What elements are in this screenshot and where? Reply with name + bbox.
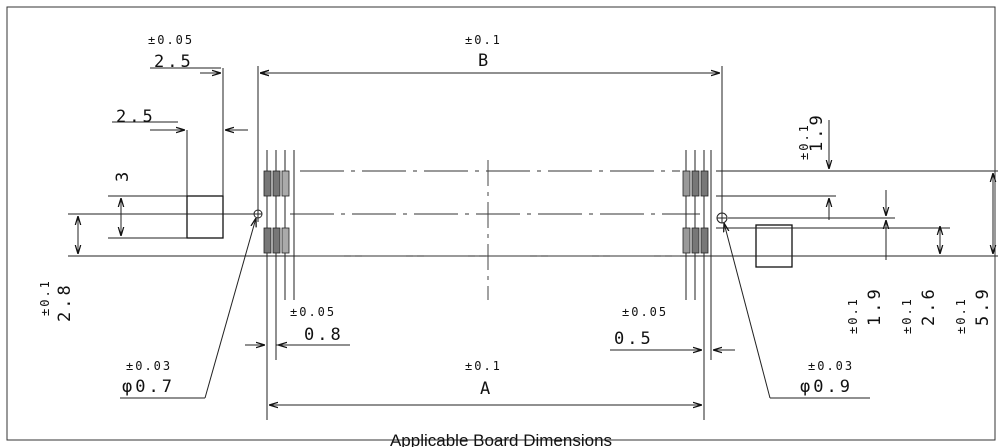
b-label: B (478, 51, 491, 71)
right-pad-group (682, 150, 712, 420)
second-left-value: 2.5 (116, 107, 156, 127)
left-vertical-tolerance: ±0.1 (38, 279, 52, 316)
left-vertical-value: 2.8 (55, 282, 75, 322)
b-tolerance: ±0.1 (465, 33, 502, 47)
hole-left-leader (204, 218, 256, 399)
right-v3-value: 5.9 (973, 286, 993, 326)
caption: Applicable Board Dimensions (390, 431, 612, 447)
right-v2-value: 2.6 (919, 286, 939, 326)
hole-right-value: φ0.9 (800, 377, 853, 397)
top-left-value: 2.5 (154, 52, 194, 72)
right-square-pad (755, 224, 793, 268)
frame-border (6, 6, 996, 441)
left-square-pad (186, 195, 224, 239)
right-top-tolerance: ±0.1 (797, 123, 811, 160)
pitch-left-value: 0.8 (304, 325, 344, 345)
hole-left-tolerance: ±0.03 (126, 359, 172, 373)
right-v2-tolerance: ±0.1 (900, 297, 914, 334)
left-pad-group (263, 150, 295, 420)
right-top-value: 1.9 (807, 112, 827, 152)
a-tolerance: ±0.1 (465, 359, 502, 373)
pitch-left-tolerance: ±0.05 (290, 305, 336, 319)
hole-right-leader (724, 223, 771, 399)
right-v3-tolerance: ±0.1 (954, 297, 968, 334)
right-v1-value: 1.9 (865, 286, 885, 326)
right-v1-tolerance: ±0.1 (846, 297, 860, 334)
hole-left-value: φ0.7 (122, 377, 175, 397)
a-label: A (480, 379, 493, 399)
hole-right-tolerance: ±0.03 (808, 359, 854, 373)
left-square-height: 3 (113, 169, 133, 182)
pitch-right-value: 0.5 (614, 329, 654, 349)
pitch-right-tolerance: ±0.05 (622, 305, 668, 319)
top-left-tolerance: ±0.05 (148, 33, 194, 47)
